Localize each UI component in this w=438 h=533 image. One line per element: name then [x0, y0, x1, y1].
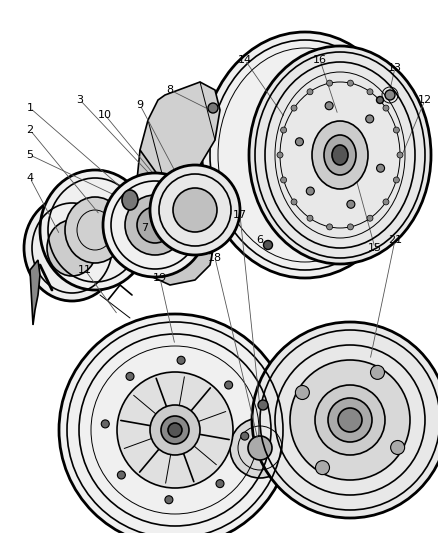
Circle shape: [117, 471, 125, 479]
Circle shape: [347, 224, 353, 230]
Circle shape: [327, 80, 332, 86]
Circle shape: [165, 496, 173, 504]
Polygon shape: [128, 150, 215, 285]
Ellipse shape: [338, 408, 362, 432]
Ellipse shape: [59, 314, 291, 533]
Ellipse shape: [324, 135, 356, 175]
Circle shape: [216, 480, 224, 488]
Ellipse shape: [125, 195, 185, 255]
Text: 21: 21: [388, 235, 402, 245]
Text: 2: 2: [26, 125, 34, 135]
Text: 8: 8: [166, 85, 173, 95]
Circle shape: [367, 89, 373, 95]
Text: 1: 1: [27, 103, 33, 113]
Circle shape: [225, 381, 233, 389]
Text: 3: 3: [77, 95, 84, 105]
Ellipse shape: [332, 145, 348, 165]
Circle shape: [264, 240, 272, 249]
Circle shape: [325, 102, 333, 110]
Circle shape: [208, 103, 218, 113]
Circle shape: [377, 96, 384, 103]
Circle shape: [383, 199, 389, 205]
Ellipse shape: [248, 436, 272, 460]
Ellipse shape: [24, 195, 120, 301]
Circle shape: [397, 152, 403, 158]
Text: 12: 12: [418, 95, 432, 105]
Ellipse shape: [150, 165, 240, 255]
Circle shape: [383, 105, 389, 111]
Ellipse shape: [122, 190, 138, 210]
Circle shape: [307, 89, 313, 95]
Circle shape: [347, 80, 353, 86]
Text: 16: 16: [313, 55, 327, 65]
Text: 7: 7: [141, 223, 148, 233]
Ellipse shape: [315, 385, 385, 455]
Circle shape: [291, 105, 297, 111]
Circle shape: [177, 356, 185, 364]
Circle shape: [385, 90, 395, 100]
Text: 10: 10: [98, 110, 112, 120]
Circle shape: [126, 373, 134, 381]
Circle shape: [377, 164, 385, 172]
Circle shape: [327, 224, 332, 230]
Ellipse shape: [150, 405, 200, 455]
Text: 5: 5: [27, 150, 33, 160]
Text: 9: 9: [137, 100, 144, 110]
Text: 19: 19: [153, 273, 167, 283]
Circle shape: [393, 127, 399, 133]
Polygon shape: [30, 260, 40, 325]
Circle shape: [281, 127, 286, 133]
Ellipse shape: [173, 188, 217, 232]
Circle shape: [367, 215, 373, 221]
Text: 13: 13: [388, 63, 402, 73]
Text: 14: 14: [238, 55, 252, 65]
Ellipse shape: [103, 173, 207, 277]
Circle shape: [281, 177, 286, 183]
Text: 15: 15: [368, 243, 382, 253]
Ellipse shape: [290, 360, 410, 480]
Text: 6: 6: [257, 235, 264, 245]
Text: 17: 17: [233, 210, 247, 220]
Circle shape: [101, 420, 109, 428]
Circle shape: [371, 365, 385, 379]
Ellipse shape: [312, 121, 368, 189]
Circle shape: [347, 200, 355, 208]
Text: 4: 4: [26, 173, 34, 183]
Circle shape: [295, 385, 309, 400]
Ellipse shape: [202, 32, 408, 278]
Circle shape: [393, 177, 399, 183]
Ellipse shape: [137, 207, 173, 243]
Ellipse shape: [168, 423, 182, 437]
Circle shape: [258, 400, 268, 410]
Ellipse shape: [161, 416, 189, 444]
Ellipse shape: [252, 322, 438, 518]
Circle shape: [241, 432, 249, 440]
Circle shape: [391, 440, 405, 455]
Text: 11: 11: [78, 265, 92, 275]
Ellipse shape: [65, 197, 125, 263]
Circle shape: [307, 215, 313, 221]
Ellipse shape: [328, 398, 372, 442]
Ellipse shape: [40, 170, 150, 290]
Circle shape: [315, 461, 329, 474]
Polygon shape: [140, 82, 220, 185]
Circle shape: [277, 152, 283, 158]
Circle shape: [306, 187, 314, 195]
Circle shape: [291, 199, 297, 205]
Circle shape: [366, 115, 374, 123]
Ellipse shape: [117, 372, 233, 488]
Ellipse shape: [249, 46, 431, 264]
Circle shape: [296, 138, 304, 146]
Text: 18: 18: [208, 253, 222, 263]
Ellipse shape: [47, 220, 97, 276]
Ellipse shape: [230, 418, 290, 478]
